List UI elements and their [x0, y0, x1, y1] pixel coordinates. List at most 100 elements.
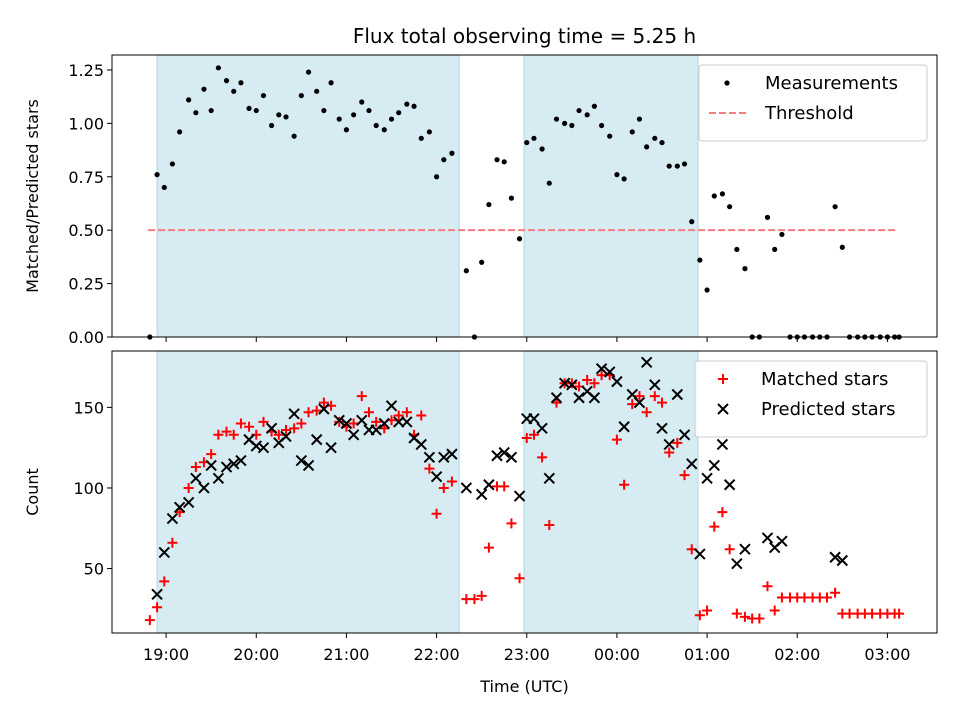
data-point — [424, 463, 435, 474]
data-point — [491, 450, 503, 462]
data-point — [205, 459, 217, 472]
data-point — [359, 99, 365, 105]
data-point — [621, 176, 627, 182]
data-point — [298, 92, 304, 99]
data-point — [836, 554, 849, 567]
data-point — [366, 107, 372, 114]
data-point — [521, 433, 532, 444]
data-point — [701, 472, 713, 485]
data-point — [629, 129, 635, 135]
data-point — [430, 470, 443, 483]
x-tick-label: 01:00 — [684, 645, 730, 664]
data-point — [385, 400, 398, 412]
data-point — [761, 532, 774, 544]
data-point — [310, 433, 323, 446]
chart-title: Flux total observing time = 5.25 h — [353, 24, 696, 48]
y-tick-label: 1.25 — [68, 61, 104, 80]
data-point — [220, 461, 233, 473]
data-point — [829, 551, 841, 563]
data-point — [702, 605, 713, 616]
data-point — [514, 573, 525, 584]
data-point — [832, 204, 838, 210]
data-point — [260, 92, 267, 99]
data-point — [193, 110, 199, 116]
data-point — [550, 392, 563, 404]
x-tick-label: 22:00 — [414, 645, 460, 664]
data-point — [235, 418, 246, 429]
data-point — [401, 416, 413, 428]
data-point — [694, 548, 706, 560]
data-point — [174, 507, 185, 518]
data-point — [486, 201, 492, 208]
data-point — [426, 129, 432, 135]
data-point — [446, 476, 457, 487]
axes-frame — [111, 54, 938, 338]
data-point — [543, 472, 556, 485]
data-point — [681, 161, 688, 167]
data-point — [411, 103, 417, 109]
data-point — [566, 379, 578, 391]
data-point — [666, 163, 672, 169]
data-point — [528, 429, 539, 440]
data-point — [401, 407, 412, 418]
data-point — [499, 481, 510, 492]
data-point — [694, 610, 705, 621]
data-point — [723, 479, 736, 491]
data-point — [334, 416, 345, 427]
data-point — [351, 112, 357, 118]
data-point — [223, 78, 230, 84]
data-point — [640, 356, 653, 368]
data-point — [228, 458, 240, 470]
data-point — [208, 107, 214, 114]
y-tick-label: 100 — [73, 479, 104, 498]
legend-box — [698, 64, 928, 142]
data-point — [822, 592, 832, 603]
data-point — [231, 88, 237, 94]
data-point — [238, 80, 244, 86]
data-point — [340, 417, 353, 430]
data-point — [336, 116, 342, 122]
x-tick-label: 23:00 — [504, 645, 550, 664]
series-predicted-stars — [151, 356, 849, 601]
data-point — [607, 133, 613, 139]
data-point — [724, 544, 735, 555]
data-point — [483, 542, 494, 553]
data-point — [280, 430, 292, 443]
data-point — [438, 451, 450, 464]
series-measurements — [147, 65, 902, 340]
data-point — [591, 103, 597, 109]
y-tick-label: 1.00 — [68, 114, 104, 133]
data-point — [734, 246, 740, 253]
data-point — [158, 546, 171, 559]
data-point — [469, 594, 480, 605]
data-point — [764, 214, 771, 220]
data-point — [373, 122, 379, 129]
data-point — [295, 454, 308, 467]
data-point — [566, 378, 577, 389]
data-point — [584, 112, 590, 118]
observing-window-0 — [156, 54, 460, 338]
data-point — [686, 458, 698, 470]
data-point — [446, 448, 458, 460]
data-point — [754, 613, 765, 624]
data-point — [731, 558, 743, 570]
data-point — [562, 120, 568, 126]
y-axis-label: Matched/Predicted stars — [23, 99, 42, 293]
data-point — [641, 407, 652, 418]
y-tick-label: 50 — [84, 560, 104, 579]
y-tick-label: 150 — [73, 398, 104, 417]
data-point — [177, 129, 183, 135]
y-tick-label: 0.00 — [68, 328, 104, 347]
data-point — [769, 605, 780, 616]
legend-label: Threshold — [764, 103, 854, 124]
x-tick-label: 20:00 — [233, 645, 279, 664]
data-point — [611, 434, 622, 445]
data-point — [742, 266, 748, 272]
data-point — [546, 180, 552, 186]
observing-window-0 — [156, 350, 460, 634]
data-point — [697, 257, 703, 263]
data-point — [731, 608, 742, 619]
data-point — [343, 127, 350, 133]
data-point — [671, 388, 684, 401]
data-point — [215, 65, 221, 71]
